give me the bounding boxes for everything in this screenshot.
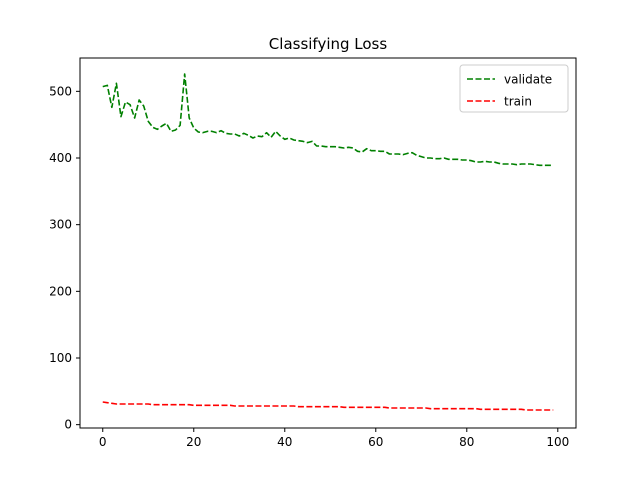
- x-tick-label: 0: [99, 435, 107, 449]
- legend-label-train: train: [504, 95, 532, 109]
- y-tick-label: 500: [49, 84, 72, 98]
- y-tick-label: 100: [49, 351, 72, 365]
- y-tick-label: 200: [49, 284, 72, 298]
- axes-layer: 0 20 40 60 80 100 0 100 200 300 400 500: [49, 57, 577, 449]
- x-tick-label: 100: [546, 435, 569, 449]
- y-tick-label: 400: [49, 151, 72, 165]
- series-line-train: [102, 401, 554, 411]
- x-tick-label: 80: [459, 435, 474, 449]
- x-tick-label: 40: [277, 435, 292, 449]
- plot-frame: [79, 57, 577, 429]
- series-line-validate: [102, 73, 554, 167]
- x-tick-label: 20: [186, 435, 201, 449]
- y-tick-label: 0: [64, 418, 72, 432]
- chart-title: Classifying Loss: [269, 35, 388, 53]
- series-layer: [102, 73, 554, 411]
- legend: validate train: [459, 64, 569, 113]
- y-tick-label: 300: [49, 218, 72, 232]
- legend-label-validate: validate: [504, 73, 552, 87]
- x-tick-label: 60: [368, 435, 383, 449]
